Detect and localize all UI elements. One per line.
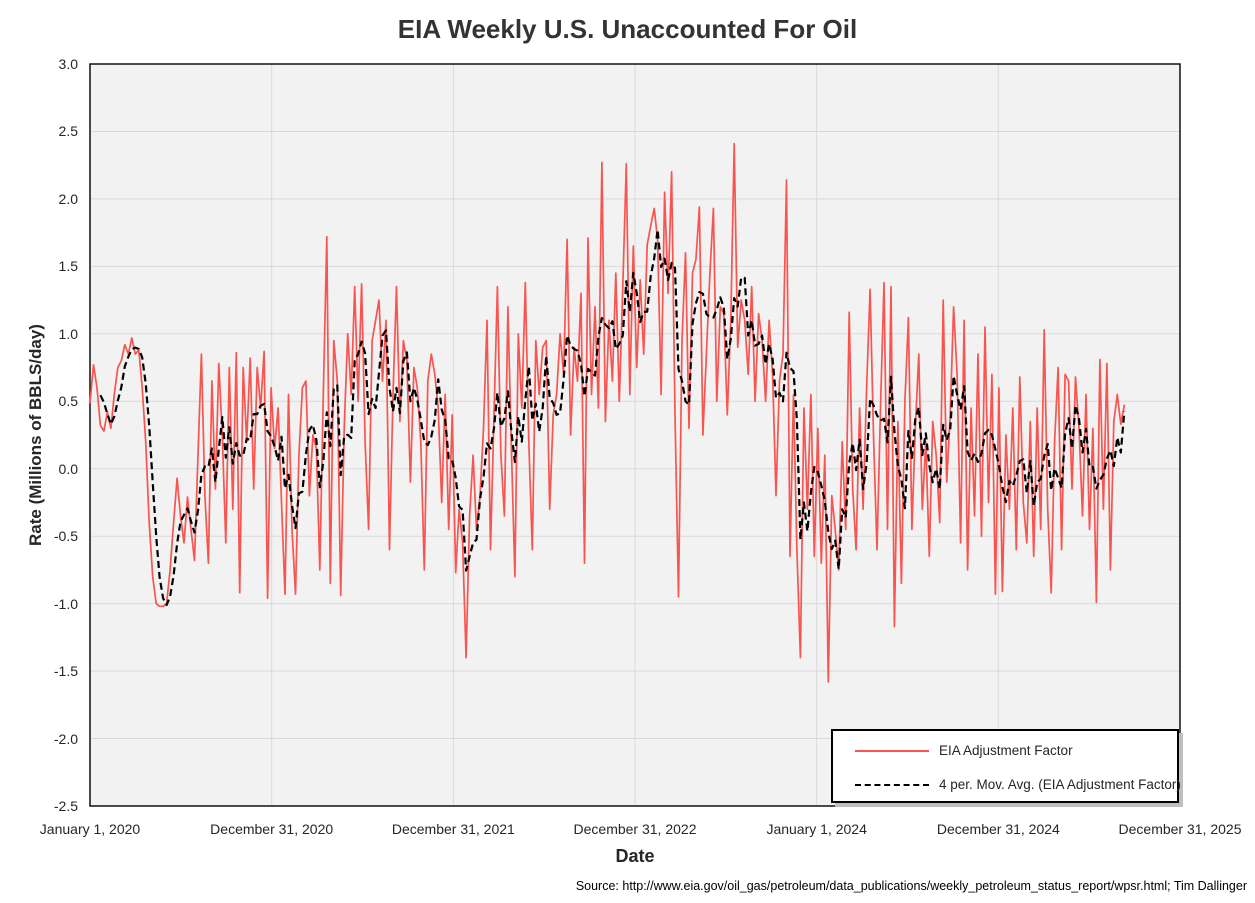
y-tick-label: 1.0 bbox=[58, 325, 78, 342]
y-tick-label: 0.5 bbox=[58, 393, 78, 410]
legend-entry-eia-adjustment-factor: EIA Adjustment Factor bbox=[855, 743, 1073, 758]
y-tick-label: -0.5 bbox=[53, 528, 78, 545]
y-tick-label: -2.5 bbox=[53, 798, 78, 814]
x-tick-label: January 1, 2020 bbox=[39, 821, 141, 837]
legend-entry-moving-average: 4 per. Mov. Avg. (EIA Adjustment Factor) bbox=[855, 777, 1181, 792]
red-line-sample-icon bbox=[855, 749, 929, 752]
y-tick-label: 3.0 bbox=[58, 56, 78, 72]
x-axis-title: Date bbox=[615, 846, 655, 866]
source-note: Source: http://www.eia.gov/oil_gas/petro… bbox=[575, 879, 1247, 893]
y-tick-label: -2.0 bbox=[53, 730, 78, 747]
series-moving-average bbox=[99, 228, 1126, 607]
dashed-line-sample-icon bbox=[855, 783, 929, 786]
plot-border bbox=[89, 63, 1181, 807]
x-tick-label: January 1, 2024 bbox=[766, 821, 867, 837]
x-tick-label: December 31, 2021 bbox=[391, 821, 515, 837]
legend: EIA Adjustment Factor 4 per. Mov. Avg. (… bbox=[831, 729, 1181, 803]
x-tick-label: December 31, 2025 bbox=[1118, 821, 1242, 837]
y-tick-label: -1.5 bbox=[53, 663, 78, 680]
y-tick-label: 0.0 bbox=[58, 460, 78, 477]
y-tick-label: 1.5 bbox=[58, 258, 78, 275]
legend-label: EIA Adjustment Factor bbox=[939, 743, 1073, 758]
x-tick-label: December 31, 2020 bbox=[210, 821, 334, 837]
x-tick-label: December 31, 2024 bbox=[936, 821, 1060, 837]
series-eia-adjustment-factor bbox=[89, 142, 1126, 683]
legend-label: 4 per. Mov. Avg. (EIA Adjustment Factor) bbox=[939, 777, 1181, 792]
y-tick-label: 2.0 bbox=[58, 190, 78, 207]
y-axis-title: Rate (Millions of BBLS/day) bbox=[26, 324, 45, 546]
x-tick-label: December 31, 2022 bbox=[573, 821, 697, 837]
chart-title: EIA Weekly U.S. Unaccounted For Oil bbox=[397, 14, 858, 44]
y-tick-label: 2.5 bbox=[58, 123, 78, 140]
y-tick-label: -1.0 bbox=[53, 595, 78, 612]
